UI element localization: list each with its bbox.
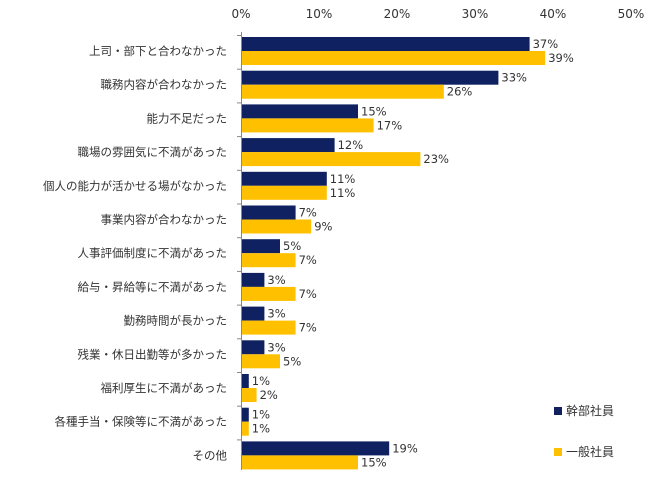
bar-series-1 <box>242 171 327 186</box>
bar-series-1 <box>242 37 530 51</box>
bar-series-2 <box>242 185 327 200</box>
bar-series-2 <box>242 388 257 402</box>
legend-swatch <box>554 407 562 415</box>
data-label: 1% <box>252 374 270 388</box>
data-label: 17% <box>377 118 403 132</box>
bar-series-2 <box>242 118 374 133</box>
data-label: 5% <box>283 239 301 253</box>
data-label: 9% <box>314 220 332 234</box>
bar-series-1 <box>242 407 249 422</box>
bar-series-2 <box>242 421 249 436</box>
data-label: 2% <box>260 388 278 402</box>
category-label: 人事評価制度に不満があった <box>78 246 228 260</box>
bar-series-2 <box>242 320 296 335</box>
bar-series-1 <box>242 306 265 321</box>
data-label: 5% <box>283 354 301 368</box>
data-label: 7% <box>299 253 317 267</box>
bar-series-1 <box>242 441 390 456</box>
bar-series-1 <box>242 104 358 119</box>
bar-series-2 <box>242 51 546 65</box>
bar-series-1 <box>242 138 335 153</box>
category-label: 上司・部下と合わなかった <box>89 44 227 58</box>
data-label: 11% <box>330 172 356 186</box>
data-label: 37% <box>533 37 559 51</box>
data-label: 3% <box>267 273 285 287</box>
category-label: 勤務時間が長かった <box>124 314 228 328</box>
legend-swatch <box>554 448 562 456</box>
data-label: 39% <box>548 51 574 65</box>
data-label: 33% <box>501 71 527 85</box>
bar-series-2 <box>242 253 296 268</box>
data-label: 26% <box>447 85 473 99</box>
bar-series-2 <box>242 354 280 369</box>
category-label: 能力不足だった <box>147 111 228 125</box>
category-label: その他 <box>193 448 228 462</box>
category-label: 各種手当・保険等に不満があった <box>55 415 228 429</box>
category-label: 職場の雰囲気に不満があった <box>78 145 228 159</box>
bar-series-1 <box>242 340 265 355</box>
category-label: 給与・昇給等に不満があった <box>78 280 228 294</box>
bar-series-1 <box>242 272 265 287</box>
category-label: 事業内容が合わなかった <box>101 213 228 227</box>
data-label: 1% <box>252 422 270 436</box>
x-tick-label: 50% <box>618 7 645 21</box>
bar-series-2 <box>242 219 312 234</box>
legend-label: 幹部社員 <box>566 403 614 418</box>
x-tick-label: 40% <box>540 7 567 21</box>
bar-series-2 <box>242 84 444 99</box>
x-tick-label: 0% <box>231 7 250 21</box>
bar-series-1 <box>242 205 296 220</box>
bar-series-1 <box>242 374 249 388</box>
legend-label: 一般社員 <box>566 444 614 459</box>
data-label: 15% <box>361 455 387 469</box>
data-label: 1% <box>252 408 270 422</box>
x-tick-label: 10% <box>306 7 333 21</box>
category-label: 個人の能力が活かせる場がなかった <box>43 179 227 193</box>
category-label: 残業・休日出勤等が多かった <box>78 347 228 361</box>
x-tick-label: 20% <box>384 7 411 21</box>
data-label: 3% <box>267 307 285 321</box>
data-label: 12% <box>338 138 364 152</box>
bar-series-1 <box>242 239 280 254</box>
data-label: 11% <box>330 186 356 200</box>
data-label: 19% <box>392 441 418 455</box>
data-label: 7% <box>299 287 317 301</box>
data-label: 3% <box>267 340 285 354</box>
data-label: 7% <box>299 206 317 220</box>
data-label: 7% <box>299 321 317 335</box>
category-label: 福利厚生に不満があった <box>101 381 228 395</box>
bar-series-1 <box>242 70 499 85</box>
data-label: 23% <box>423 152 449 166</box>
bar-series-2 <box>242 286 296 301</box>
data-label: 15% <box>361 104 387 118</box>
x-tick-label: 30% <box>462 7 489 21</box>
bar-series-2 <box>242 152 421 167</box>
category-label: 職務内容が合わなかった <box>101 78 228 92</box>
bar-series-2 <box>242 455 358 470</box>
